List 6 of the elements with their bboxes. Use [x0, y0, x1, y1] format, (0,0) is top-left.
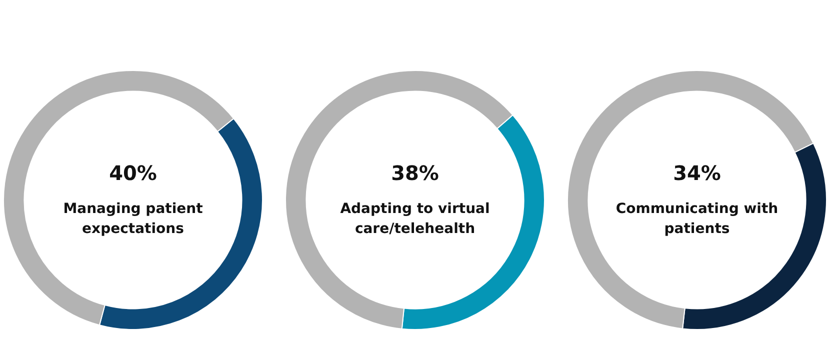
slice-label: Communicating with patients: [614, 200, 780, 239]
slice-label: Managing patient expectations: [62, 200, 204, 239]
slice-label: Adapting to virtual care/telehealth: [339, 200, 491, 239]
data-label: 40%: [108, 161, 158, 185]
data-label: 38%: [390, 161, 440, 185]
data-label: 34%: [672, 161, 722, 185]
